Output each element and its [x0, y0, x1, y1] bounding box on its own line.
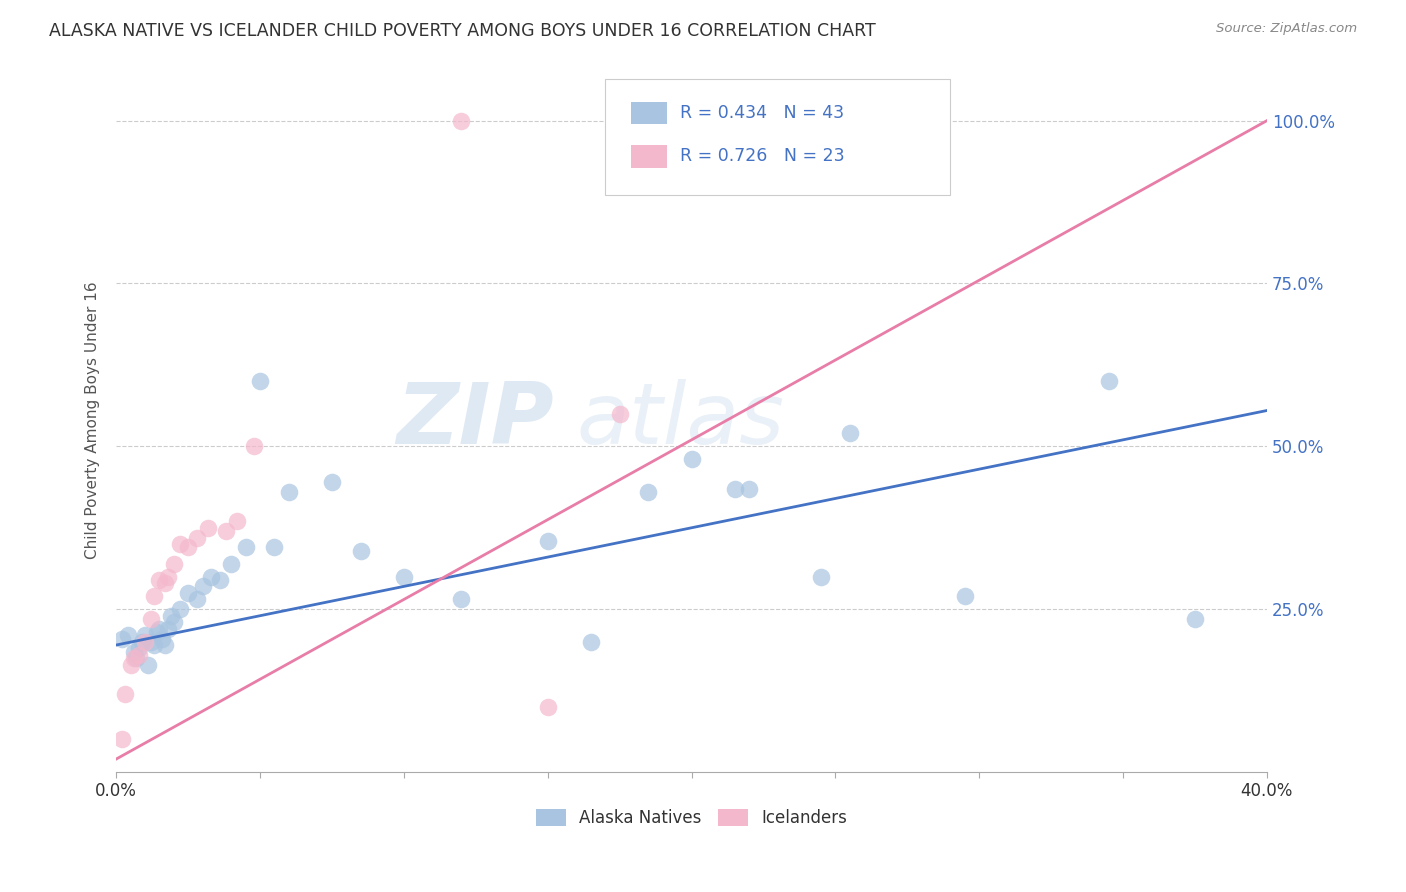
Point	[243, 439, 266, 453]
Point	[197, 521, 219, 535]
Point	[128, 648, 150, 662]
Point	[163, 615, 186, 630]
Point	[681, 113, 703, 128]
Point	[738, 482, 761, 496]
Point	[125, 651, 148, 665]
Point	[122, 644, 145, 658]
Point	[139, 612, 162, 626]
FancyBboxPatch shape	[631, 145, 668, 168]
Point	[150, 632, 173, 646]
Point	[177, 541, 200, 555]
Point	[120, 657, 142, 672]
Point	[350, 543, 373, 558]
Point	[153, 576, 176, 591]
Point	[392, 569, 415, 583]
Legend: Alaska Natives, Icelanders: Alaska Natives, Icelanders	[529, 803, 853, 834]
FancyBboxPatch shape	[631, 102, 668, 124]
Point	[235, 541, 257, 555]
Text: ALASKA NATIVE VS ICELANDER CHILD POVERTY AMONG BOYS UNDER 16 CORRELATION CHART: ALASKA NATIVE VS ICELANDER CHILD POVERTY…	[49, 22, 876, 40]
Text: ZIP: ZIP	[396, 379, 554, 462]
Point	[134, 634, 156, 648]
Point	[148, 573, 170, 587]
Point	[117, 628, 139, 642]
Point	[724, 482, 747, 496]
Point	[249, 374, 271, 388]
Point	[810, 569, 832, 583]
Point	[186, 592, 208, 607]
Point	[145, 625, 167, 640]
Point	[537, 699, 560, 714]
Point	[114, 687, 136, 701]
Point	[139, 634, 162, 648]
Point	[1098, 374, 1121, 388]
Point	[169, 537, 191, 551]
Point	[148, 622, 170, 636]
Point	[221, 557, 243, 571]
Point	[263, 541, 285, 555]
Point	[153, 638, 176, 652]
Point	[122, 651, 145, 665]
Point	[169, 602, 191, 616]
Point	[136, 657, 159, 672]
Text: Source: ZipAtlas.com: Source: ZipAtlas.com	[1216, 22, 1357, 36]
Text: atlas: atlas	[576, 379, 785, 462]
Y-axis label: Child Poverty Among Boys Under 16: Child Poverty Among Boys Under 16	[86, 282, 100, 559]
Point	[200, 569, 222, 583]
Point	[128, 641, 150, 656]
FancyBboxPatch shape	[606, 79, 950, 195]
Point	[277, 485, 299, 500]
Point	[111, 732, 134, 747]
Point	[131, 634, 153, 648]
Point	[191, 579, 214, 593]
Point	[163, 557, 186, 571]
Point	[208, 573, 231, 587]
Point	[186, 531, 208, 545]
Point	[226, 514, 249, 528]
Point	[637, 485, 659, 500]
Point	[838, 426, 860, 441]
Point	[214, 524, 236, 538]
Point	[160, 608, 183, 623]
Point	[609, 407, 631, 421]
Point	[537, 533, 560, 548]
Point	[450, 592, 472, 607]
Point	[142, 638, 165, 652]
Text: R = 0.726   N = 23: R = 0.726 N = 23	[681, 147, 845, 165]
Point	[111, 632, 134, 646]
Point	[321, 475, 343, 490]
Point	[579, 634, 602, 648]
Point	[157, 569, 180, 583]
Point	[1184, 612, 1206, 626]
Text: R = 0.434   N = 43: R = 0.434 N = 43	[681, 103, 844, 122]
Point	[134, 628, 156, 642]
Point	[157, 622, 180, 636]
Point	[450, 113, 472, 128]
Point	[953, 589, 976, 603]
Point	[142, 589, 165, 603]
Point	[177, 586, 200, 600]
Point	[681, 452, 703, 467]
